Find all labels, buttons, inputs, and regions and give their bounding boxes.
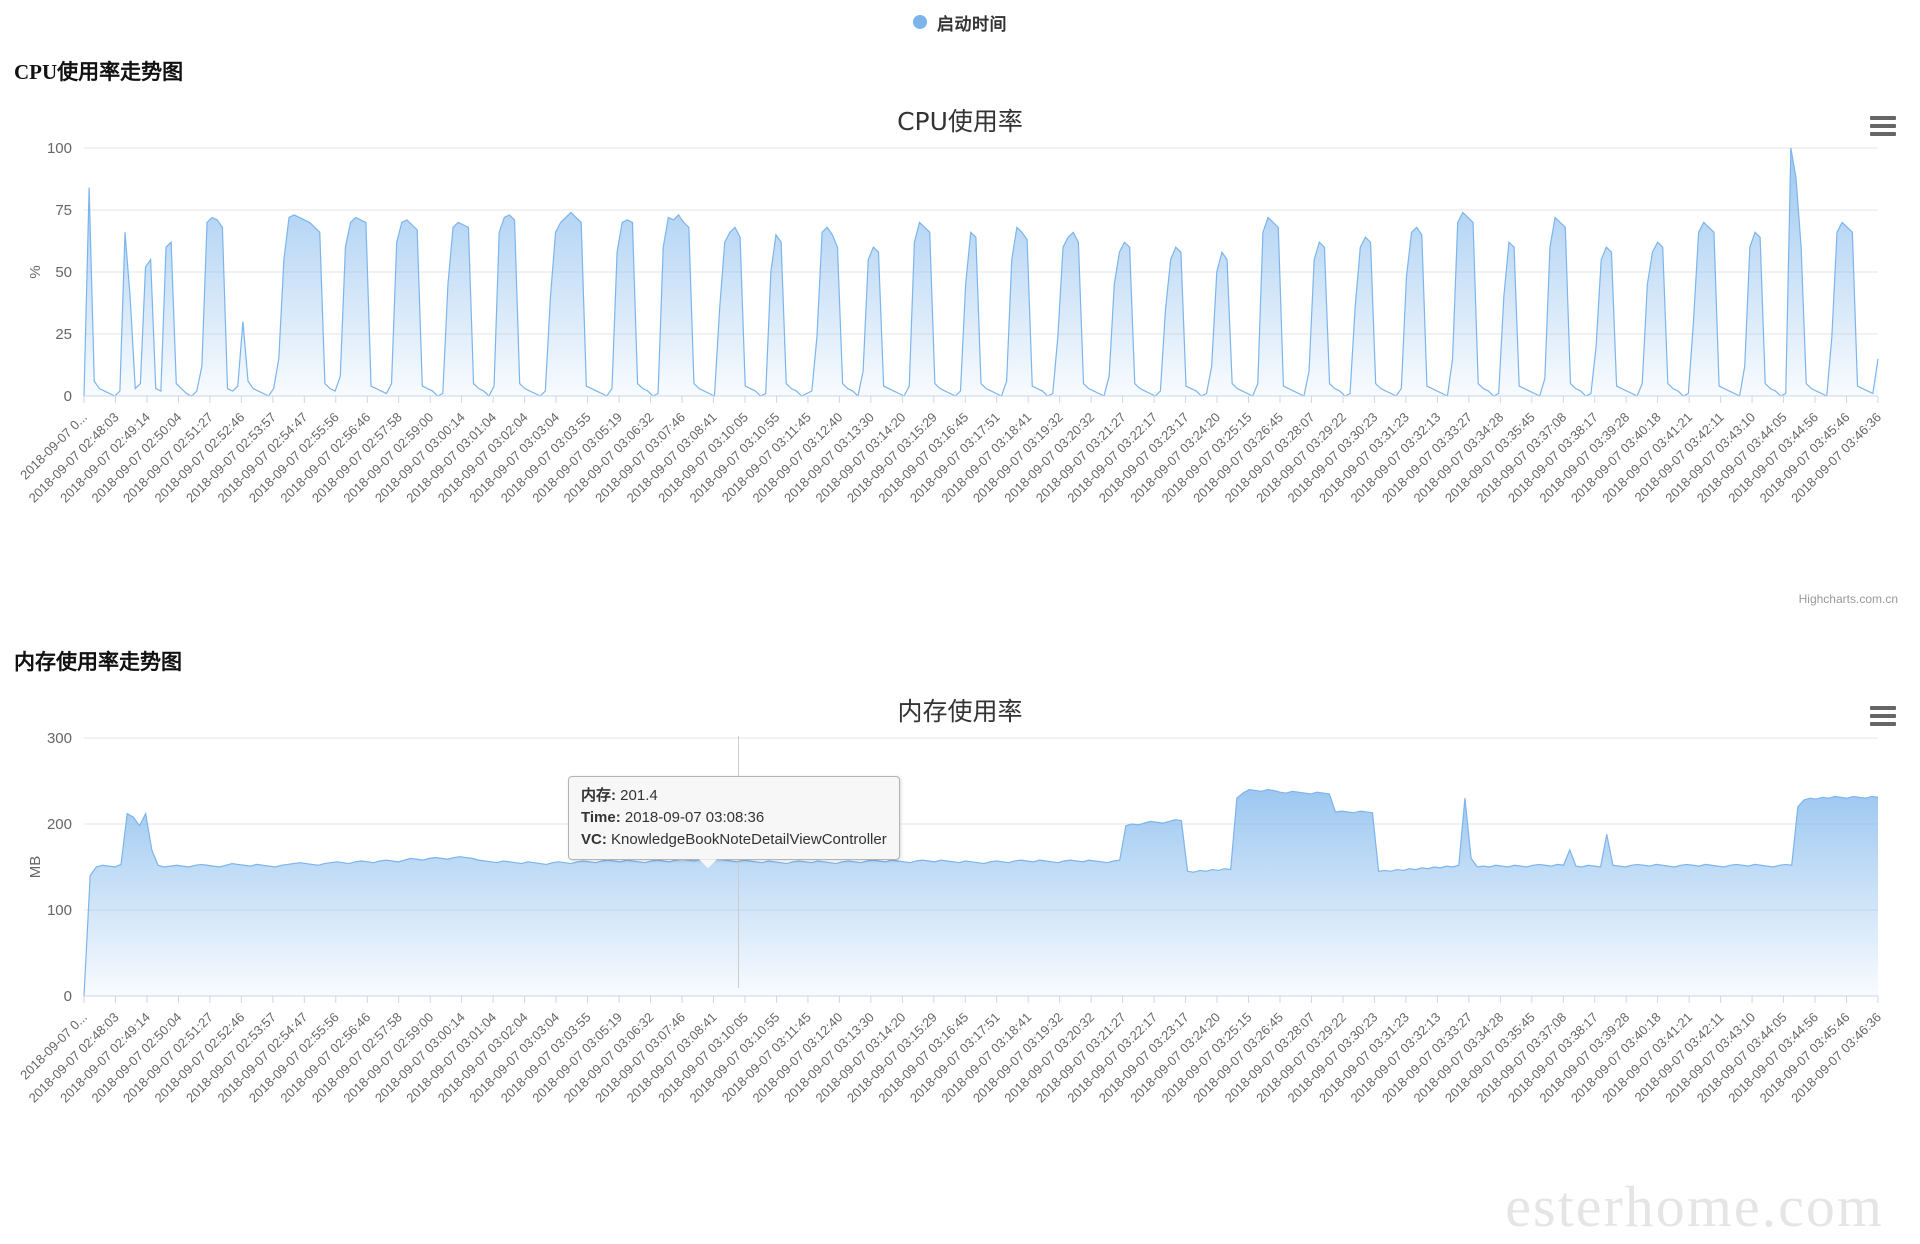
svg-text:0: 0: [64, 388, 72, 405]
legend-label: 启动时间: [937, 14, 1007, 35]
svg-text:%: %: [27, 265, 44, 278]
svg-text:100: 100: [47, 140, 72, 157]
cpu-plot-area: 0 25 50 75 100% 2018-09-07 0... 2018-09-07 02:…: [6, 138, 1914, 608]
tooltip-vc-row: VC: KnowledgeBookNoteDetailViewControlle…: [581, 829, 887, 851]
tooltip-time-value: 2018-09-07 03:08:36: [624, 808, 765, 826]
svg-text:50: 50: [55, 264, 72, 281]
crosshair-line: [738, 736, 739, 988]
highcharts-credits[interactable]: Highcharts.com.cn: [1798, 592, 1898, 606]
svg-text:75: 75: [55, 202, 72, 219]
tooltip-memory-row: 内存: 201.4: [581, 785, 887, 807]
legend-item-startup-time[interactable]: 启动时间: [913, 10, 1007, 35]
legend-dot-icon: [913, 15, 927, 29]
svg-text:MB: MB: [27, 856, 44, 879]
svg-text:25: 25: [55, 326, 72, 343]
memory-plot-area: 0 100 200 300 MB 2018-09-07 0... 2018-09-07 02…: [6, 728, 1914, 1228]
tooltip-vc-label: VC:: [581, 830, 607, 848]
svg-text:0: 0: [64, 988, 72, 1005]
tooltip-memory-value: 201.4: [620, 787, 658, 804]
memory-section-heading: 内存使用率走势图: [14, 650, 182, 674]
svg-text:200: 200: [47, 816, 72, 833]
tooltip-vc-value: KnowledgeBookNoteDetailViewController: [611, 830, 887, 848]
memory-chart-title: 内存使用率: [897, 697, 1023, 726]
svg-text:100: 100: [47, 902, 72, 919]
hamburger-menu-icon[interactable]: [1870, 112, 1896, 140]
memory-chart-panel: 内存使用率 0 100 200 300 MB 2018-09-07 0... 2018-09…: [6, 684, 1914, 1244]
tooltip-time-row: Time: 2018-09-07 03:08:36: [581, 807, 887, 829]
cpu-chart-title: CPU使用率: [897, 107, 1023, 136]
cpu-section-heading: CPU使用率走势图: [14, 60, 184, 84]
tooltip-memory-label: 内存:: [581, 787, 616, 804]
chart-legend: 启动时间: [0, 0, 1920, 44]
hamburger-menu-icon[interactable]: [1870, 702, 1896, 730]
svg-text:300: 300: [47, 730, 72, 747]
cpu-chart-panel: CPU使用率 0 25 50 75 100% 2018-09-07 0... 2018-09…: [6, 94, 1914, 624]
datapoint-tooltip: 内存: 201.4 Time: 2018-09-07 03:08:36 VC: …: [568, 776, 900, 869]
tooltip-time-label: Time:: [581, 808, 621, 826]
